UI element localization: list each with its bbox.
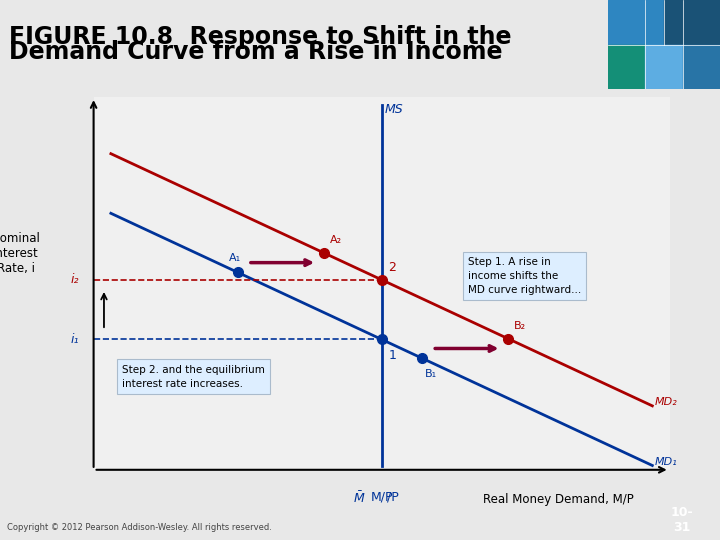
Text: FIGURE 10.8  Response to Shift in the: FIGURE 10.8 Response to Shift in the bbox=[9, 25, 512, 49]
Text: 2: 2 bbox=[389, 261, 397, 274]
Text: i₂: i₂ bbox=[71, 273, 79, 286]
Text: MS: MS bbox=[384, 103, 403, 116]
Text: MD₁: MD₁ bbox=[655, 457, 678, 467]
Text: Nominal
Interest
Rate, i: Nominal Interest Rate, i bbox=[0, 232, 40, 275]
Text: Real Money Demand, M/P: Real Money Demand, M/P bbox=[483, 493, 634, 506]
Text: Step 1. A rise in
income shifts the
MD curve rightward...: Step 1. A rise in income shifts the MD c… bbox=[468, 257, 581, 295]
Text: /P: /P bbox=[387, 490, 399, 503]
Text: i₁: i₁ bbox=[71, 333, 79, 346]
Text: Demand Curve from a Rise in Income: Demand Curve from a Rise in Income bbox=[9, 40, 503, 64]
Text: 10-
31: 10- 31 bbox=[671, 506, 693, 534]
Text: A₂: A₂ bbox=[330, 235, 342, 246]
Text: A₁: A₁ bbox=[229, 253, 240, 263]
Text: B₁: B₁ bbox=[425, 369, 437, 379]
Text: B₂: B₂ bbox=[514, 321, 526, 332]
Text: $\bar{M}$: $\bar{M}$ bbox=[354, 490, 366, 506]
Text: M/P: M/P bbox=[370, 490, 393, 503]
Text: 1: 1 bbox=[389, 349, 397, 362]
Text: MD₂: MD₂ bbox=[655, 397, 678, 407]
Text: Copyright © 2012 Pearson Addison-Wesley. All rights reserved.: Copyright © 2012 Pearson Addison-Wesley.… bbox=[7, 523, 272, 532]
Text: Step 2. and the equilibrium
interest rate increases.: Step 2. and the equilibrium interest rat… bbox=[122, 364, 265, 389]
